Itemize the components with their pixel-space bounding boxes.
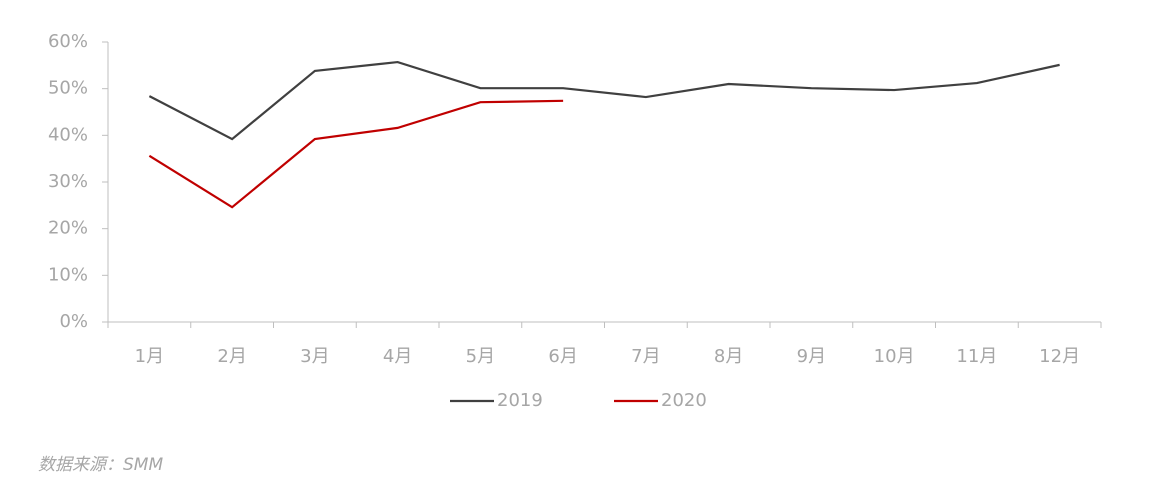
x-tick-label: 4月 — [383, 346, 412, 367]
x-tick-label: 12月 — [1039, 346, 1080, 367]
y-tick-label: 20% — [48, 218, 88, 239]
y-tick-label: 0% — [59, 311, 88, 332]
y-tick-label: 40% — [48, 124, 88, 145]
source: 数据来源：SMM — [38, 455, 163, 475]
x-tick-label: 5月 — [466, 346, 495, 367]
x-tick-label: 3月 — [300, 346, 329, 367]
legend-label: 2019 — [497, 390, 543, 411]
x-tick-label: 6月 — [548, 346, 577, 367]
y-tick-label: 10% — [48, 264, 88, 285]
series-line — [148, 60, 1060, 141]
x-tick-label: 11月 — [956, 346, 997, 367]
x-tick-label: 1月 — [135, 346, 164, 367]
x-tick-label: 9月 — [797, 346, 826, 367]
legend-label: 2020 — [661, 390, 707, 411]
x-tick-label: 8月 — [714, 346, 743, 367]
y-tick-label: 50% — [48, 78, 88, 99]
y-tick-label: 30% — [48, 171, 88, 192]
series-line — [148, 99, 564, 209]
x-tick-label: 2月 — [217, 346, 246, 367]
x-tick-label: 10月 — [874, 346, 915, 367]
y-tick-label: 60% — [48, 31, 88, 52]
x-tick-label: 7月 — [631, 346, 660, 367]
